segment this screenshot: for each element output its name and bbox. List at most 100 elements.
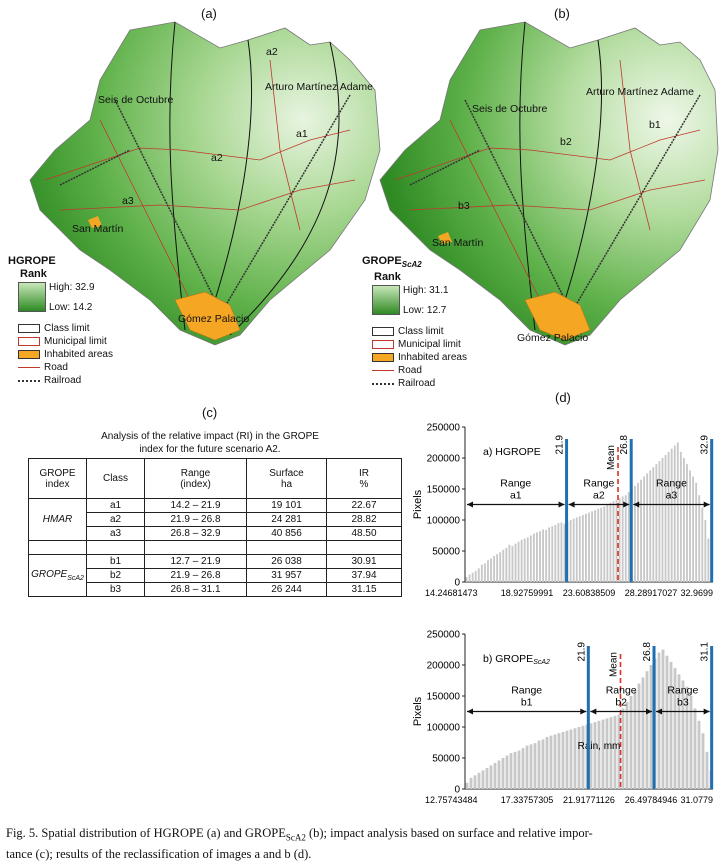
histogram-bar	[490, 558, 492, 582]
histogram-bar	[600, 507, 603, 582]
histogram-bar	[501, 758, 505, 789]
x-tick-label: 17.33757305	[501, 795, 554, 805]
map-a-class-a3: a3	[122, 195, 134, 207]
map-a-class-a2-top: a2	[266, 46, 278, 58]
histogram-bar	[465, 782, 469, 789]
table-cell: b1	[86, 554, 145, 569]
histogram-bar	[578, 516, 581, 582]
histogram-bar	[640, 479, 642, 582]
legend-b-road-swatch	[372, 370, 394, 372]
histogram-bar	[577, 727, 581, 789]
histogram-bar	[545, 736, 549, 789]
histogram-bar	[689, 696, 693, 789]
histogram-a: 0 50000 100000 150000 200000 250000 Pixels 14.2…	[412, 423, 714, 598]
y-tick-label: 100000	[427, 516, 461, 527]
histogram-bar	[609, 717, 613, 789]
map-b-class-b1: b1	[649, 119, 661, 131]
y-tick-label: 150000	[427, 485, 461, 496]
table-group-hmar: HMAR	[28, 498, 87, 541]
histogram-bar	[605, 718, 609, 789]
histogram-bar	[621, 496, 624, 582]
histogram-bar	[621, 708, 625, 789]
histogram-bar	[496, 554, 499, 582]
histogram-bar	[681, 680, 685, 789]
histogram-bar	[629, 696, 633, 789]
table-cell: 14.2 – 21.9	[144, 498, 247, 513]
histogram-bar	[505, 755, 509, 789]
panel-label-c: (c)	[202, 405, 218, 420]
y-tick-label: 0	[454, 578, 460, 589]
table-cell: 26.8 – 32.9	[144, 526, 247, 541]
legend-b-gradient	[372, 285, 400, 316]
histogram-bar	[529, 535, 532, 582]
histogram-bar	[539, 531, 541, 582]
histogram-bar	[697, 720, 701, 789]
table-cell: 30.91	[326, 554, 402, 569]
histogram-bar	[557, 523, 560, 582]
legend-a-gradient	[18, 282, 46, 312]
range-sub-label: a2	[593, 490, 605, 502]
histogram-bar	[601, 719, 605, 789]
legend-a-road: Road	[44, 361, 68, 373]
legend-b-municipal-swatch	[372, 340, 394, 350]
histogram-bar	[652, 467, 655, 582]
threshold-label: 26.8	[642, 642, 653, 662]
map-a-class-a2: a2	[211, 152, 223, 164]
histogram-bar	[615, 500, 618, 582]
mean-label: Mean	[609, 652, 620, 677]
histogram-bar	[533, 743, 537, 789]
range-sub-label: b1	[521, 697, 533, 709]
histogram-bar	[591, 511, 593, 582]
mean-label: Mean	[606, 445, 617, 470]
histogram-bar	[589, 723, 593, 789]
x-tick-label: 28.28917027	[625, 588, 678, 598]
table-header-surface: Surface ha	[246, 458, 327, 499]
table-header-ir: IR%	[326, 458, 402, 499]
map-a-class-a1: a1	[296, 128, 308, 140]
y-tick-label: 250000	[427, 423, 461, 434]
histogram-bar	[505, 547, 508, 582]
histogram-bar	[569, 520, 572, 582]
histogram-bar	[548, 527, 551, 582]
histogram-bar	[553, 734, 557, 789]
table-row: b2 21.9 – 26.8 31 957 37.94	[29, 568, 402, 583]
chart-title: a) HGROPE	[483, 446, 541, 458]
histogram-bar	[537, 740, 541, 789]
legend-a-inhabited: Inhabited areas	[44, 348, 113, 360]
y-axis-label: Pixels	[412, 696, 424, 726]
legend-b-inhabited: Inhabited areas	[398, 351, 467, 363]
table-cell: 48.50	[326, 526, 402, 541]
histogram-bar	[560, 522, 563, 582]
table-header-row: GROPE index Class Range (index) Surface ha …	[28, 458, 402, 499]
y-tick-label: 100000	[427, 723, 461, 734]
y-tick-label: 200000	[427, 661, 461, 672]
histogram-bar	[523, 538, 526, 582]
table-cell: 31 957	[246, 568, 327, 583]
histogram-bar	[517, 541, 520, 582]
table-title-line2: index for the future scenario A2.	[139, 444, 281, 455]
table-cell: 26.8 – 31.1	[144, 582, 247, 597]
table-cell: 21.9 – 26.8	[144, 512, 247, 527]
histogram-bar	[573, 728, 577, 789]
histogram-bar	[585, 513, 587, 582]
histogram-bar	[493, 762, 497, 789]
map-a-label-seis: Seis de Octubre	[98, 94, 173, 106]
legend-b-railroad-swatch	[372, 382, 394, 385]
histogram-bar	[593, 722, 597, 789]
histogram-bar	[465, 577, 468, 582]
panel-label-a: (a)	[201, 6, 217, 21]
table-cell: 28.82	[326, 512, 402, 527]
y-tick-label: 0	[454, 785, 460, 796]
legend-b-title-sub: ScA2	[401, 260, 422, 270]
histogram-bar	[468, 574, 471, 582]
histogram-bar	[565, 730, 569, 789]
map-a-gomez-area	[174, 291, 241, 341]
chart-title: b) GROPEScA2	[483, 653, 550, 666]
table-header-class: Class	[86, 458, 145, 499]
table-row: a3 26.8 – 32.9 40 856 48.50	[29, 526, 402, 541]
histogram-bar	[649, 470, 652, 582]
legend-a-title: HGROPE	[8, 255, 56, 267]
map-b-class-b2: b2	[560, 136, 572, 148]
histogram-bar	[641, 677, 645, 789]
legend-b-class-limit-swatch	[372, 327, 394, 337]
